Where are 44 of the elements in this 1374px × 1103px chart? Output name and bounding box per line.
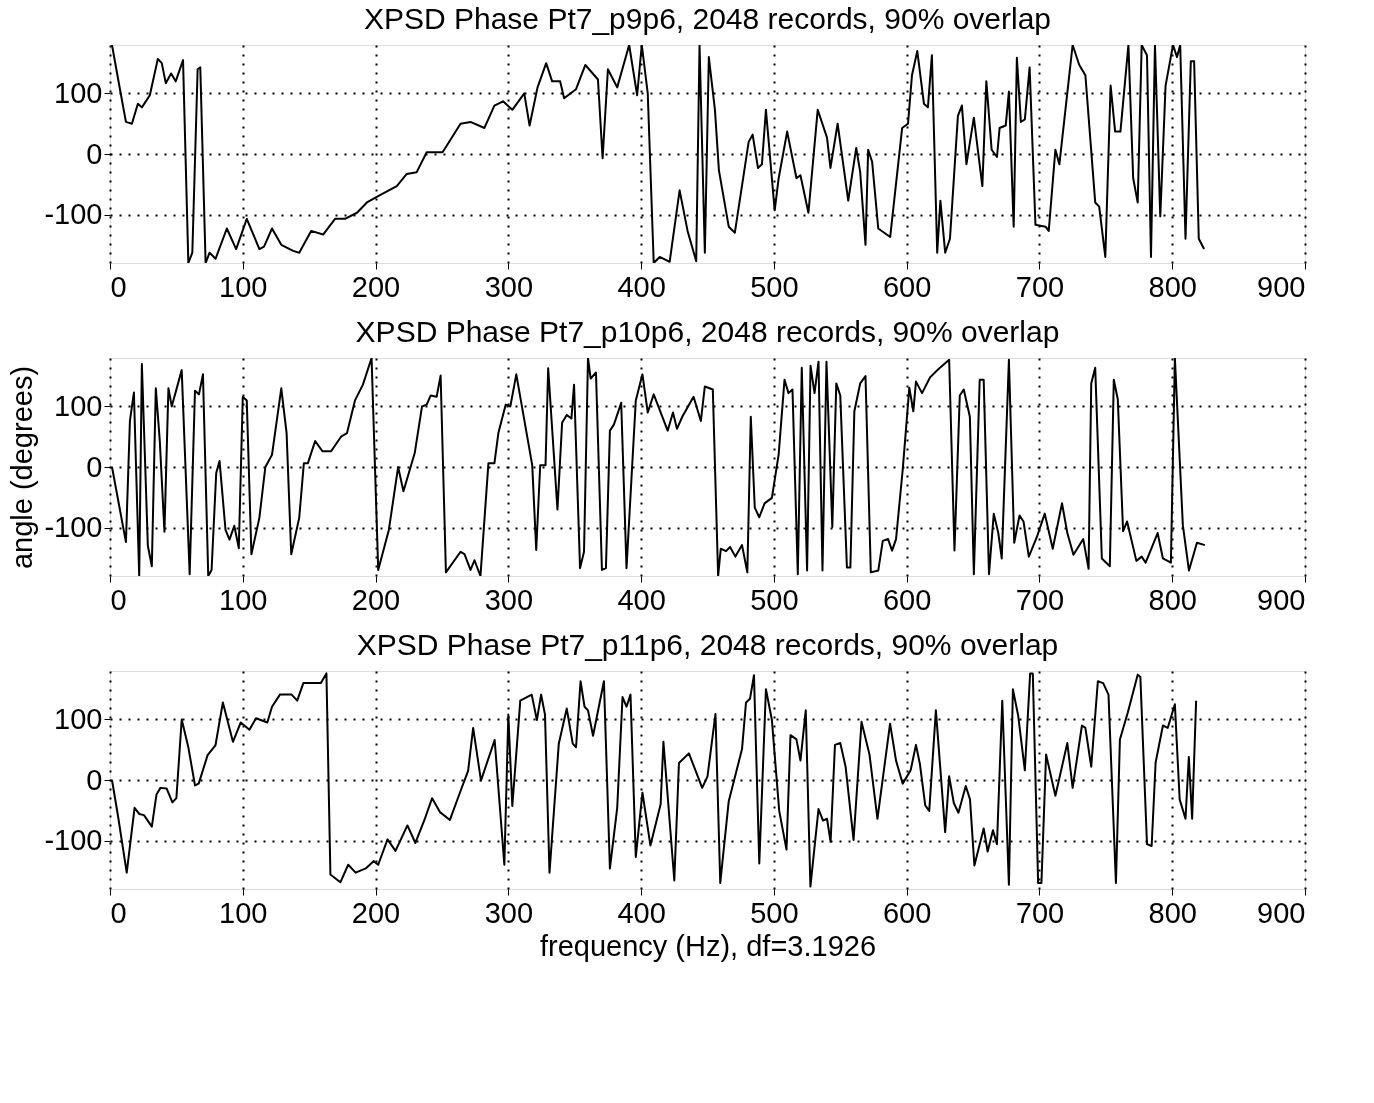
- x-tick-label: 0: [110, 583, 127, 616]
- x-tick-label: 600: [882, 583, 932, 616]
- x-tick-label: 0: [110, 270, 127, 303]
- x-tick-label: 500: [750, 270, 799, 303]
- x-tick-label: 300: [484, 583, 534, 616]
- y-tick-label: -100: [44, 824, 103, 857]
- x-tick-label: 900: [1257, 896, 1306, 929]
- x-tick-label: 200: [351, 270, 401, 303]
- x-tick-label: 900: [1257, 270, 1306, 303]
- x-tick-label: 100: [219, 896, 268, 929]
- x-tick-label: 900: [1257, 583, 1306, 616]
- chart-title: XPSD Phase Pt7_p9p6, 2048 records, 90% overlap: [363, 2, 1052, 35]
- y-tick-label: 100: [54, 389, 103, 422]
- chart-title: XPSD Phase Pt7_p10p6, 2048 records, 90% overlap: [355, 315, 1060, 348]
- x-tick-label: 600: [882, 270, 932, 303]
- x-tick-label: 700: [1015, 896, 1065, 929]
- x-tick-label: 500: [750, 896, 799, 929]
- y-tick-label: 0: [86, 763, 103, 796]
- x-tick-label: 700: [1015, 583, 1065, 616]
- x-tick-label: 100: [219, 270, 268, 303]
- y-axis-title: angle (degrees): [6, 365, 39, 570]
- x-tick-label: 800: [1148, 896, 1197, 929]
- x-tick-label: 300: [484, 896, 534, 929]
- y-tick-label: 0: [86, 450, 103, 483]
- x-tick-label: 500: [750, 583, 799, 616]
- x-tick-label: 0: [110, 896, 127, 929]
- x-tick-label: 800: [1148, 270, 1197, 303]
- y-tick-label: 0: [86, 137, 103, 170]
- x-tick-label: 200: [351, 896, 401, 929]
- y-tick-label: -100: [44, 511, 103, 544]
- x-axis-title: frequency (Hz), df=3.1926: [539, 929, 877, 962]
- x-tick-label: 100: [219, 583, 268, 616]
- x-tick-label: 700: [1015, 270, 1065, 303]
- x-tick-label: 300: [484, 270, 534, 303]
- x-tick-label: 400: [617, 583, 666, 616]
- y-tick-label: 100: [54, 702, 103, 735]
- x-tick-label: 200: [351, 583, 401, 616]
- x-tick-label: 400: [617, 270, 666, 303]
- x-tick-label: 400: [617, 896, 666, 929]
- x-tick-label: 800: [1148, 583, 1197, 616]
- y-tick-label: 100: [54, 76, 103, 109]
- chart-title: XPSD Phase Pt7_p11p6, 2048 records, 90% overlap: [356, 628, 1059, 661]
- x-tick-label: 600: [882, 896, 932, 929]
- y-tick-label: -100: [44, 198, 103, 231]
